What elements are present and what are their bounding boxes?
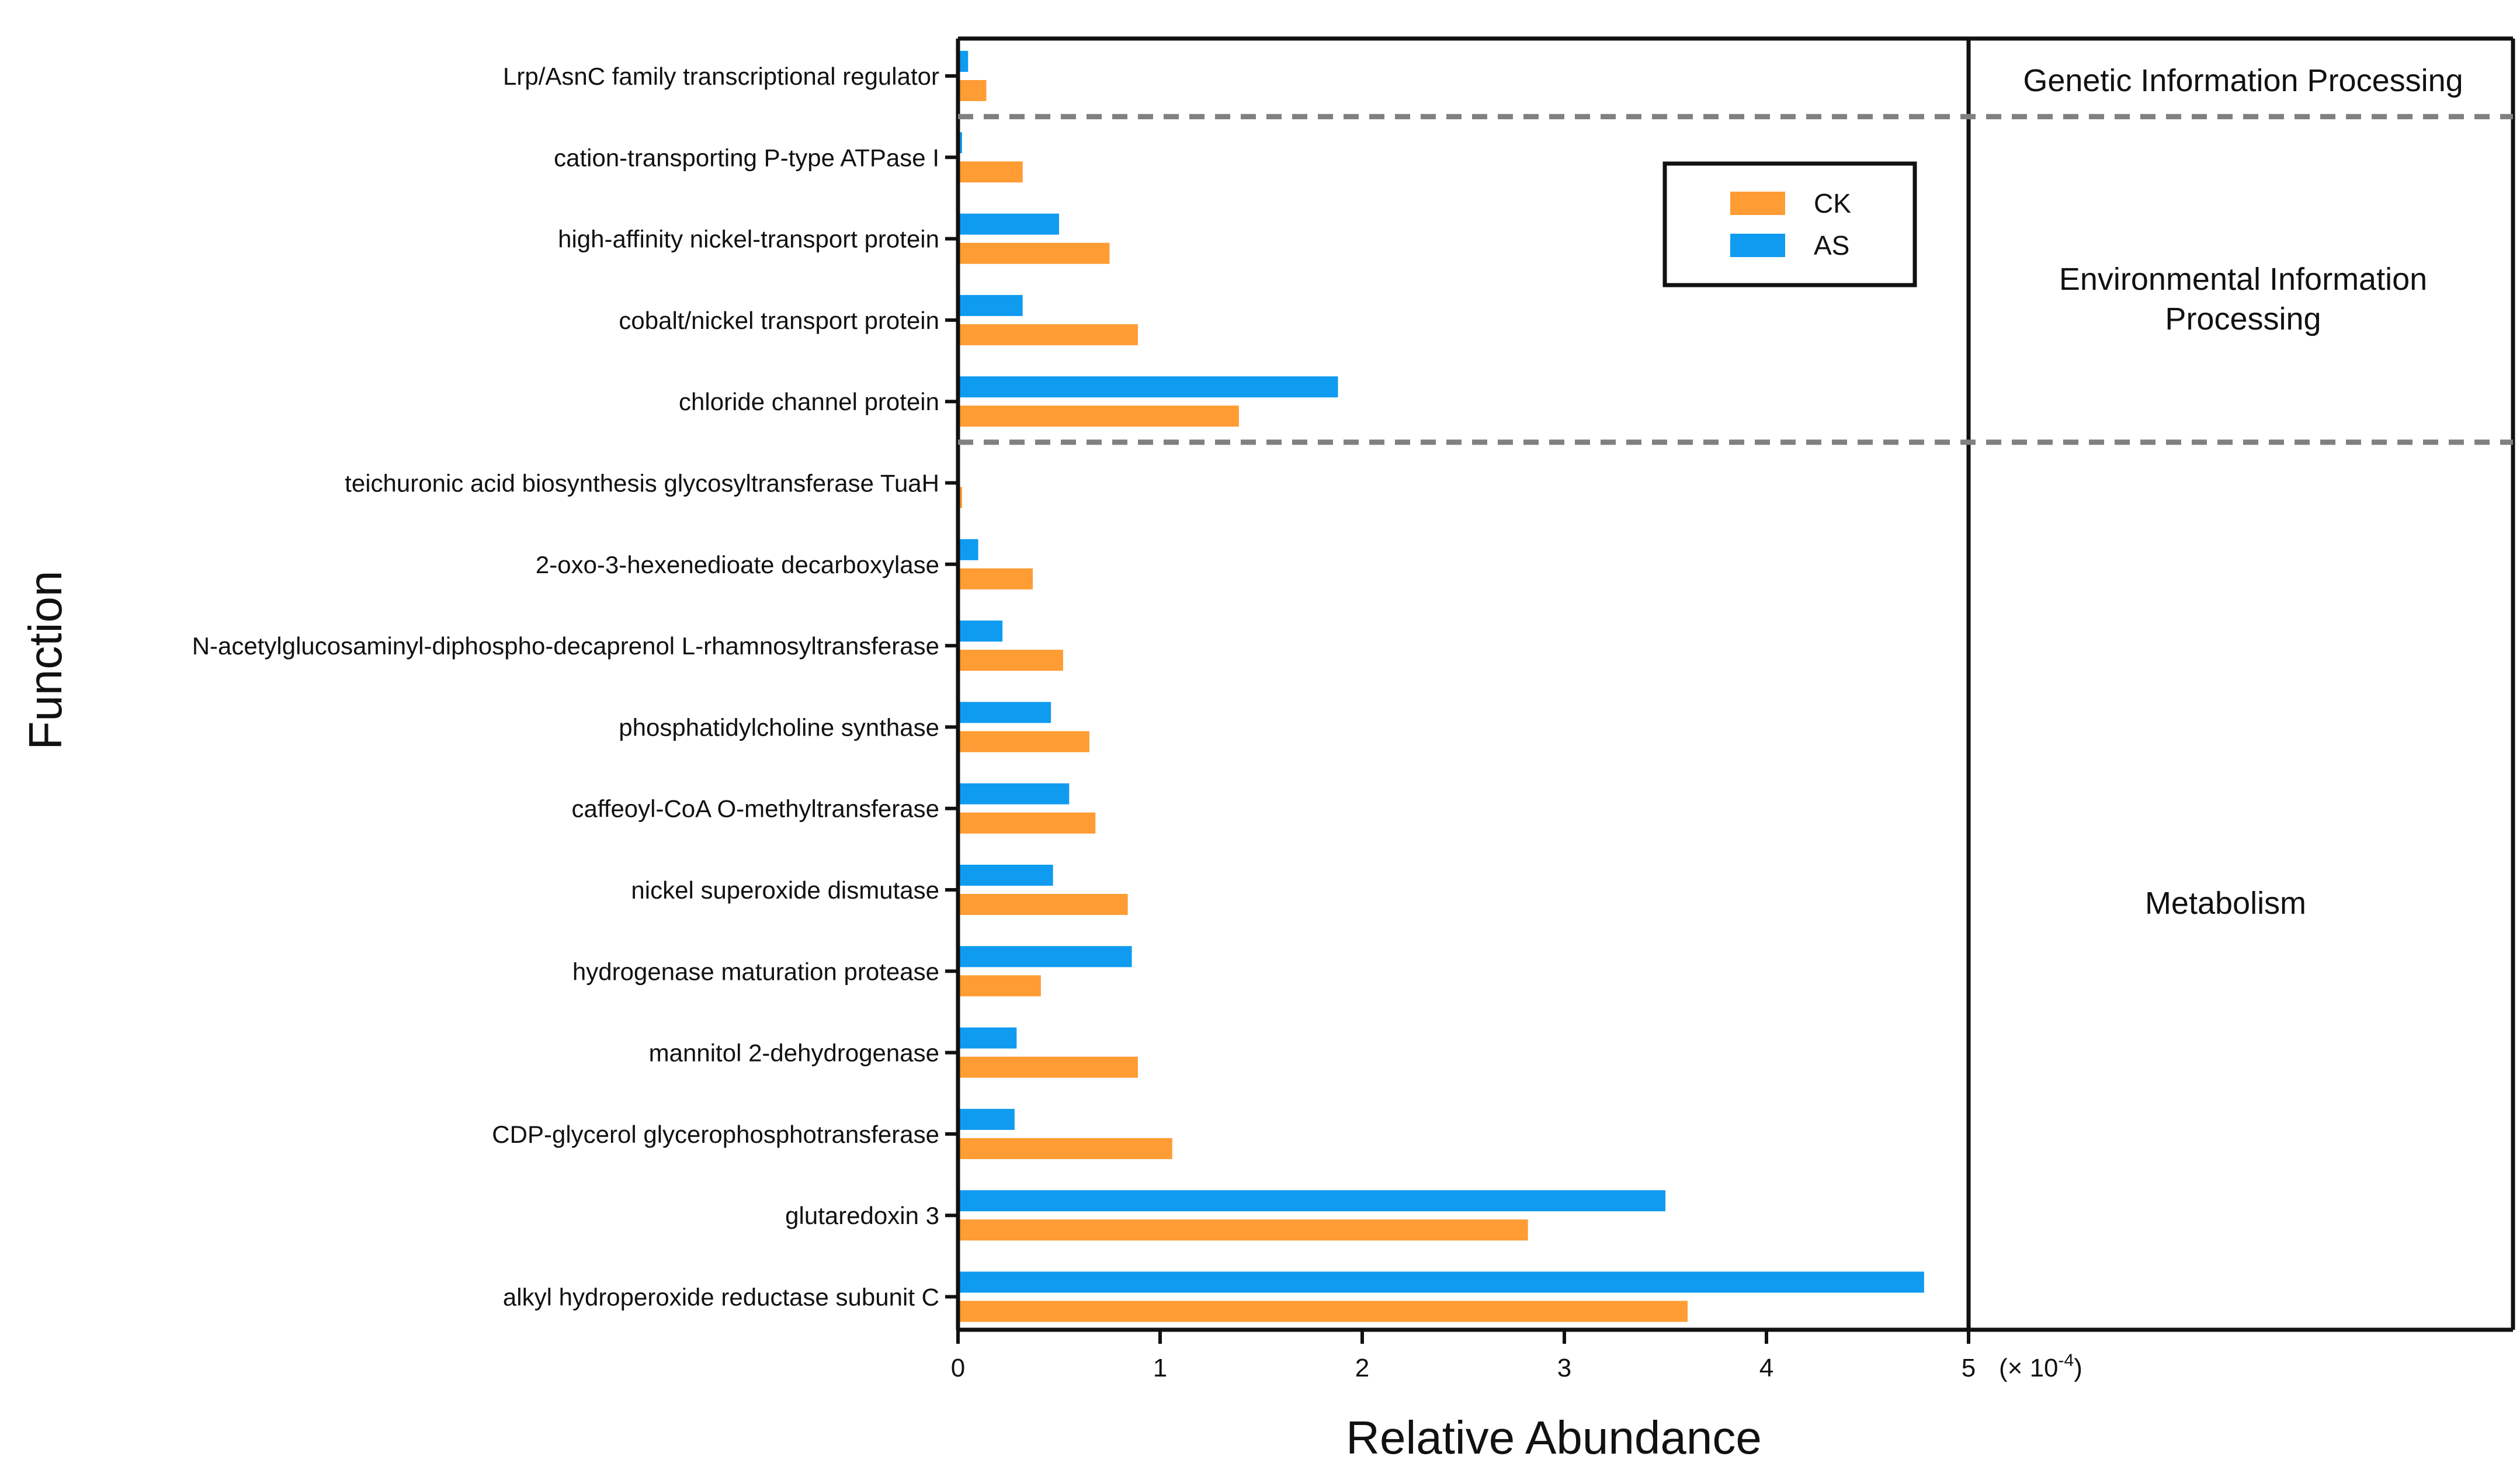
bar-ck xyxy=(958,650,1063,671)
category-label: teichuronic acid biosynthesis glycosyltr… xyxy=(345,470,939,497)
legend: CK AS xyxy=(1662,161,1917,287)
bar-as xyxy=(958,1190,1665,1212)
category-label: Lrp/AsnC family transcriptional regulato… xyxy=(503,63,939,90)
legend-box xyxy=(1662,161,1917,287)
category-label: alkyl hydroperoxide reductase subunit C xyxy=(503,1284,939,1311)
bar-as xyxy=(958,539,978,560)
x-tick-label: 5 xyxy=(1962,1354,1976,1382)
bar-as xyxy=(958,865,1053,886)
bar-ck xyxy=(958,242,1110,264)
legend-swatch-as xyxy=(1730,234,1785,257)
category-label: N-acetylglucosaminyl-diphospho-decapreno… xyxy=(192,632,939,660)
bar-as xyxy=(958,294,1023,316)
group-label: Processing xyxy=(2165,301,2321,337)
bar-ck xyxy=(958,975,1041,997)
category-labels: Lrp/AsnC family transcriptional regulato… xyxy=(192,63,958,1311)
bar-as xyxy=(958,1271,1924,1293)
x-axis-title: Relative Abundance xyxy=(1346,1412,1762,1464)
category-label: 2-oxo-3-hexenedioate decarboxylase xyxy=(536,551,939,578)
bar-ck xyxy=(958,894,1128,915)
bars-layer xyxy=(958,51,1924,1322)
bar-ck xyxy=(958,1219,1528,1241)
bar-ck xyxy=(958,731,1089,753)
group-label: Metabolism xyxy=(2145,886,2306,921)
category-label: glutaredoxin 3 xyxy=(785,1202,939,1229)
bar-ck xyxy=(958,405,1239,427)
category-label: CDP-glycerol glycerophosphotransferase xyxy=(492,1121,939,1148)
x-tick-label: 4 xyxy=(1759,1354,1773,1382)
legend-label-ck: CK xyxy=(1814,188,1851,219)
bar-as xyxy=(958,1027,1017,1049)
category-label: cation-transporting P-type ATPase I xyxy=(554,144,939,171)
category-label: cobalt/nickel transport protein xyxy=(619,307,939,334)
x-multiplier-label: (× 10-4) xyxy=(1999,1351,2082,1382)
x-tick-label: 2 xyxy=(1355,1354,1369,1382)
bar-ck xyxy=(958,1056,1138,1078)
category-groups: Genetic Information Processing Environmen… xyxy=(958,63,2513,921)
bar-as xyxy=(958,946,1132,968)
x-tick-label: 0 xyxy=(951,1354,965,1382)
bar-as xyxy=(958,51,969,72)
bar-as xyxy=(958,702,1051,723)
bar-ck xyxy=(958,1301,1688,1322)
category-label: mannitol 2-dehydrogenase xyxy=(649,1039,939,1067)
category-label: phosphatidylcholine synthase xyxy=(619,713,939,741)
bar-as xyxy=(958,1108,1015,1130)
bar-as xyxy=(958,213,1059,235)
bar-as xyxy=(958,376,1338,398)
bar-ck xyxy=(958,1138,1172,1159)
bar-as xyxy=(958,783,1070,805)
category-label: caffeoyl-CoA O-methyltransferase xyxy=(572,795,940,823)
plot-frame xyxy=(956,36,2515,1332)
x-tick-label: 3 xyxy=(1557,1354,1571,1382)
x-axis: 0 1 2 3 4 5 (× 10-4) xyxy=(951,1330,2082,1382)
category-label: nickel superoxide dismutase xyxy=(631,876,939,904)
group-label: Genetic Information Processing xyxy=(2023,63,2463,98)
legend-swatch-ck xyxy=(1730,192,1785,215)
bar-ck xyxy=(958,812,1096,834)
legend-label-as: AS xyxy=(1814,230,1849,261)
x-tick-label: 1 xyxy=(1153,1354,1167,1382)
bar-ck xyxy=(958,324,1138,345)
bar-as xyxy=(958,620,1003,642)
bar-ck xyxy=(958,80,987,101)
category-label: chloride channel protein xyxy=(679,388,939,415)
group-label: Environmental Information xyxy=(2059,262,2427,297)
y-axis-title: Function xyxy=(19,571,71,750)
bar-ck xyxy=(958,568,1033,590)
category-label: high-affinity nickel-transport protein xyxy=(558,226,939,253)
bar-ck xyxy=(958,161,1023,183)
category-label: hydrogenase maturation protease xyxy=(572,958,939,985)
